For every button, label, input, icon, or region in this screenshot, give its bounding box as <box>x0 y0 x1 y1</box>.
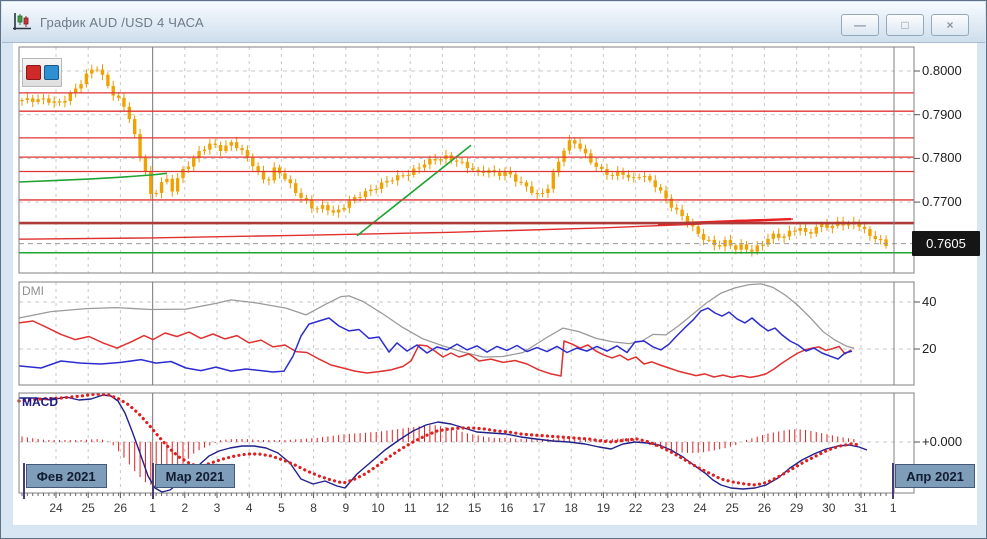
month-boundary-line <box>22 463 25 499</box>
maximize-button[interactable]: □ <box>886 14 924 36</box>
price-tick-label: 0.8000 <box>922 63 962 78</box>
candlestick-chart-icon <box>13 13 31 30</box>
price-tick-label: 0.7900 <box>922 106 962 122</box>
month-badge: Апр 2021 <box>895 464 975 488</box>
macd-panel-label: MACD <box>22 395 58 409</box>
day-label: 25 <box>725 501 739 515</box>
day-label: 24 <box>49 501 63 515</box>
price-tick-label: 0.7700 <box>922 194 962 210</box>
day-label: 23 <box>661 501 675 515</box>
maximize-icon: □ <box>901 18 909 32</box>
day-label: 12 <box>435 501 450 515</box>
price-panel-border <box>18 46 915 274</box>
month-badge: Фев 2021 <box>25 464 107 488</box>
window-controls: — □ × <box>841 14 969 36</box>
day-label: 4 <box>245 501 253 515</box>
day-label: 18 <box>564 501 578 515</box>
month-boundary-line <box>151 463 154 499</box>
grid-layer <box>19 47 914 493</box>
green-trendline <box>356 144 472 237</box>
day-label: 24 <box>693 501 707 515</box>
day-label: 29 <box>789 501 804 515</box>
current-price-badge: 0.7605 <box>912 231 980 256</box>
month-badge: Мар 2021 <box>154 464 236 488</box>
day-label: 1 <box>889 501 897 515</box>
macd-signal-dotted-line <box>17 392 863 487</box>
day-label: 16 <box>500 501 514 515</box>
plus-di-line <box>18 307 853 373</box>
green-ma-segment <box>18 172 168 183</box>
day-label: 26 <box>113 501 128 515</box>
window-title: График AUD /USD 4 ЧАСА <box>40 14 204 30</box>
adx-line <box>18 283 855 358</box>
marker-toolbar <box>22 58 62 87</box>
month-boundary-line <box>892 463 895 499</box>
day-label: 9 <box>342 501 350 515</box>
dmi-tick-label: 40 <box>922 294 937 309</box>
day-label: 31 <box>854 501 868 515</box>
price-overlays-layer <box>18 92 914 254</box>
dmi-panel-label: DMI <box>22 284 44 298</box>
red-marker-button[interactable] <box>25 65 41 80</box>
minus-di-line <box>18 320 852 379</box>
dmi-panel-border <box>18 281 915 386</box>
day-label: 22 <box>628 501 643 515</box>
dmi-tick-label: 20 <box>922 341 937 356</box>
dmi-series-layer <box>18 283 855 379</box>
minimize-button[interactable]: — <box>841 14 879 36</box>
close-icon: × <box>946 18 954 32</box>
day-label: 8 <box>310 501 317 515</box>
day-label: 15 <box>467 501 482 515</box>
macd-line <box>19 394 868 493</box>
macd-zero-label: +0.000 <box>922 434 963 449</box>
blue-marker-button[interactable] <box>43 65 59 80</box>
day-label: 11 <box>403 501 417 515</box>
axis-ticks-layer <box>21 70 920 498</box>
day-label: 3 <box>213 501 221 515</box>
candles-layer <box>20 64 888 257</box>
day-label: 25 <box>81 501 95 515</box>
panel-frames-layer <box>18 46 915 494</box>
day-label: 26 <box>757 501 772 515</box>
close-button[interactable]: × <box>931 14 969 36</box>
day-label: 1 <box>149 501 156 515</box>
macd-panel-border <box>18 392 915 494</box>
day-label: 2 <box>181 501 189 515</box>
day-label: 5 <box>278 501 285 515</box>
day-label: 30 <box>822 501 836 515</box>
price-tick-label: 0.7800 <box>922 150 962 166</box>
window-titlebar[interactable]: График AUD /USD 4 ЧАСА — □ × <box>2 2 985 43</box>
day-label: 17 <box>532 501 546 515</box>
day-label: 10 <box>371 501 385 515</box>
minimize-icon: — <box>854 18 866 32</box>
day-label: 19 <box>596 501 611 515</box>
price-panel-background <box>19 47 914 273</box>
